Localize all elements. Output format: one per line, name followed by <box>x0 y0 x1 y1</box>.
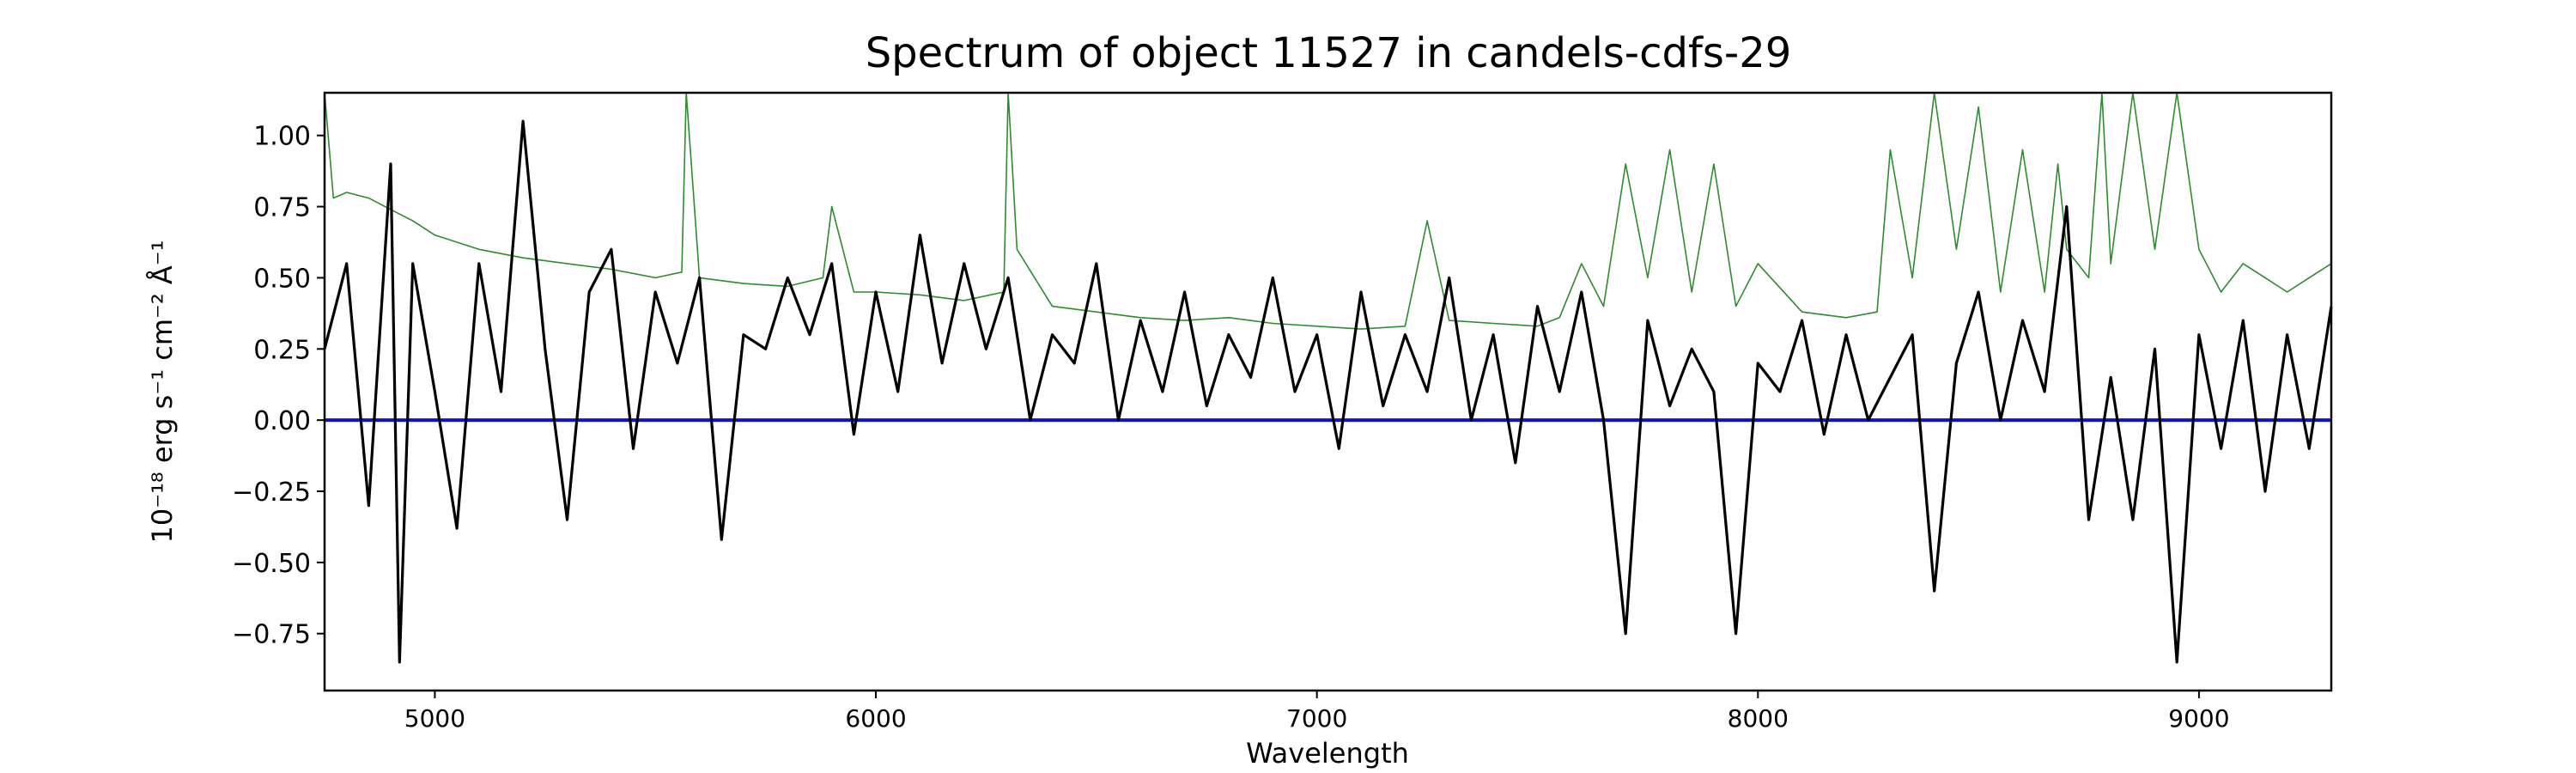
y-tick-label: −0.75 <box>232 620 311 650</box>
series-layer <box>323 92 2333 664</box>
x-tick-label: 5000 <box>404 704 465 733</box>
y-tick-label: −0.25 <box>232 478 311 508</box>
x-axis-label: Wavelength <box>1246 737 1409 770</box>
error-series-line <box>324 92 2332 330</box>
x-tick-label: 7000 <box>1286 704 1347 733</box>
y-tick-label: 0.50 <box>253 264 311 294</box>
y-tick-label: 0.00 <box>253 406 311 436</box>
plot-frame <box>323 91 2333 692</box>
y-tick-label: −0.50 <box>232 549 311 579</box>
flux-series-line <box>323 119 2333 664</box>
y-tick-label: 0.75 <box>253 193 311 223</box>
y-tick-label: 0.25 <box>253 335 311 365</box>
chart-title: Spectrum of object 11527 in candels-cdfs… <box>866 29 1792 77</box>
x-tick-label: 9000 <box>2168 704 2229 733</box>
x-tick-label: 6000 <box>845 704 906 733</box>
x-tick-label: 8000 <box>1728 704 1789 733</box>
ticks-layer: 5000 6000 7000 8000 9000 −0.75 −0.50 −0.25 0.00 0… <box>232 122 2229 733</box>
y-axis-label: 10⁻¹⁸ erg s⁻¹ cm⁻² Å⁻¹ <box>146 240 179 543</box>
y-tick-label: 1.00 <box>253 122 311 152</box>
